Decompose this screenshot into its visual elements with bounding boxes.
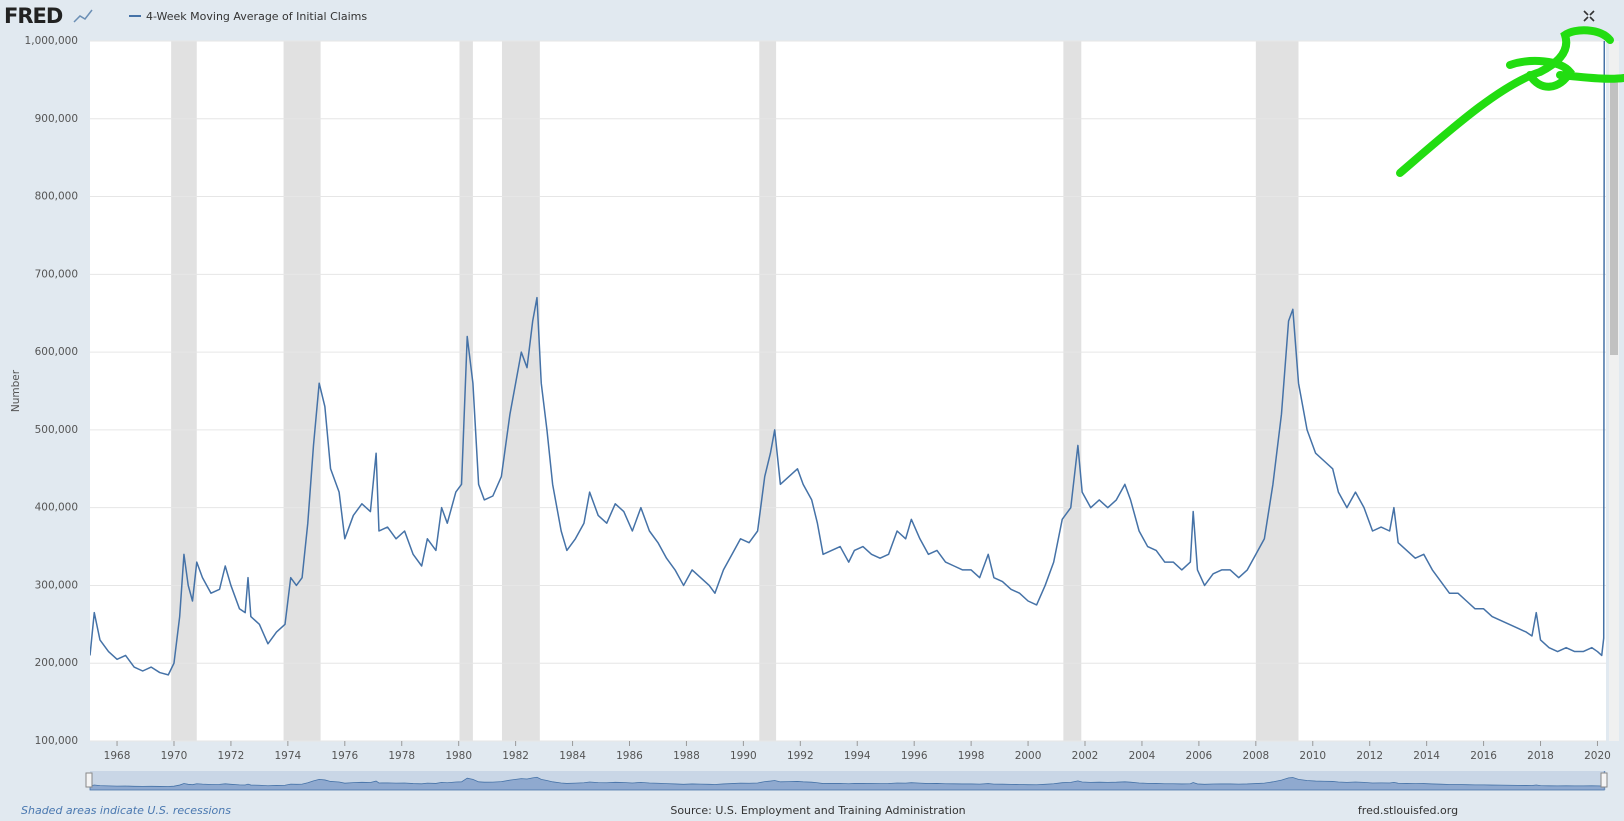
recession-band xyxy=(171,41,197,741)
x-tick-label: 1996 xyxy=(901,750,928,762)
x-tick-label: 2020 xyxy=(1584,750,1611,762)
x-tick-label: 1978 xyxy=(388,750,415,762)
x-tick-label: 2014 xyxy=(1413,750,1440,762)
recession-band xyxy=(459,41,473,741)
legend-label: 4-Week Moving Average of Initial Claims xyxy=(146,10,367,23)
y-tick-label: 500,000 xyxy=(35,424,78,436)
recession-band xyxy=(1063,41,1082,741)
recession-band xyxy=(759,41,777,741)
recession-band xyxy=(283,41,321,741)
y-tick-label: 100,000 xyxy=(35,735,78,747)
x-tick-label: 2018 xyxy=(1527,750,1554,762)
series-line xyxy=(90,41,1606,676)
hand-drawn-annotation xyxy=(1396,26,1624,177)
navigator-area xyxy=(89,770,1605,791)
plot-area xyxy=(90,41,1606,741)
x-tick-label: 1970 xyxy=(161,750,188,762)
x-tick-label: 1972 xyxy=(218,750,245,762)
logo: FRED xyxy=(4,4,63,28)
y-tick-label: 1,000,000 xyxy=(25,35,78,47)
x-tick-label: 1986 xyxy=(616,750,643,762)
x-tick-label: 1992 xyxy=(787,750,814,762)
scrollbar-track xyxy=(1609,41,1619,741)
y-tick-label: 700,000 xyxy=(35,268,78,280)
plot xyxy=(90,40,1606,742)
x-tick-label: 1984 xyxy=(559,750,586,762)
navigator-handle-left[interactable] xyxy=(85,772,93,788)
y-tick-label: 900,000 xyxy=(35,113,78,125)
y-tick-label: 300,000 xyxy=(35,579,78,591)
recession-band xyxy=(501,41,540,741)
x-tick-label: 1988 xyxy=(673,750,700,762)
recession-note: Shaded areas indicate U.S. recessions xyxy=(21,804,231,817)
navigator-series xyxy=(89,770,1605,791)
x-tick-label: 1982 xyxy=(502,750,529,762)
site: fred.stlouisfed.org xyxy=(1358,804,1458,817)
scrollbar-thumb[interactable] xyxy=(1610,80,1618,355)
logo-icon xyxy=(73,9,93,23)
x-tick-label: 2010 xyxy=(1299,750,1326,762)
x-tick-label: 2012 xyxy=(1356,750,1383,762)
y-axis-label: Number xyxy=(10,369,22,412)
fullscreen-icon[interactable] xyxy=(1583,10,1595,22)
x-tick-label: 2008 xyxy=(1242,750,1269,762)
x-tick-label: 1980 xyxy=(445,750,472,762)
x-tick-label: 1994 xyxy=(844,750,871,762)
x-tick-label: 1990 xyxy=(730,750,757,762)
y-tick-label: 200,000 xyxy=(35,657,78,669)
x-tick-label: 1976 xyxy=(331,750,358,762)
y-tick-label: 400,000 xyxy=(35,502,78,514)
y-tick-label: 800,000 xyxy=(35,191,78,203)
source: Source: U.S. Employment and Training Adm… xyxy=(670,804,965,817)
y-tick-label: 600,000 xyxy=(35,346,78,358)
recession-band xyxy=(1255,41,1299,741)
x-tick-label: 2000 xyxy=(1015,750,1042,762)
x-tick-label: 2006 xyxy=(1186,750,1213,762)
x-tick-label: 2002 xyxy=(1072,750,1099,762)
x-tick-label: 2004 xyxy=(1129,750,1156,762)
navigator-handle-right[interactable] xyxy=(1600,772,1608,788)
x-tick-label: 1998 xyxy=(958,750,985,762)
x-tick-label: 1968 xyxy=(104,750,131,762)
x-tick-label: 2016 xyxy=(1470,750,1497,762)
x-tick-label: 1974 xyxy=(274,750,301,762)
